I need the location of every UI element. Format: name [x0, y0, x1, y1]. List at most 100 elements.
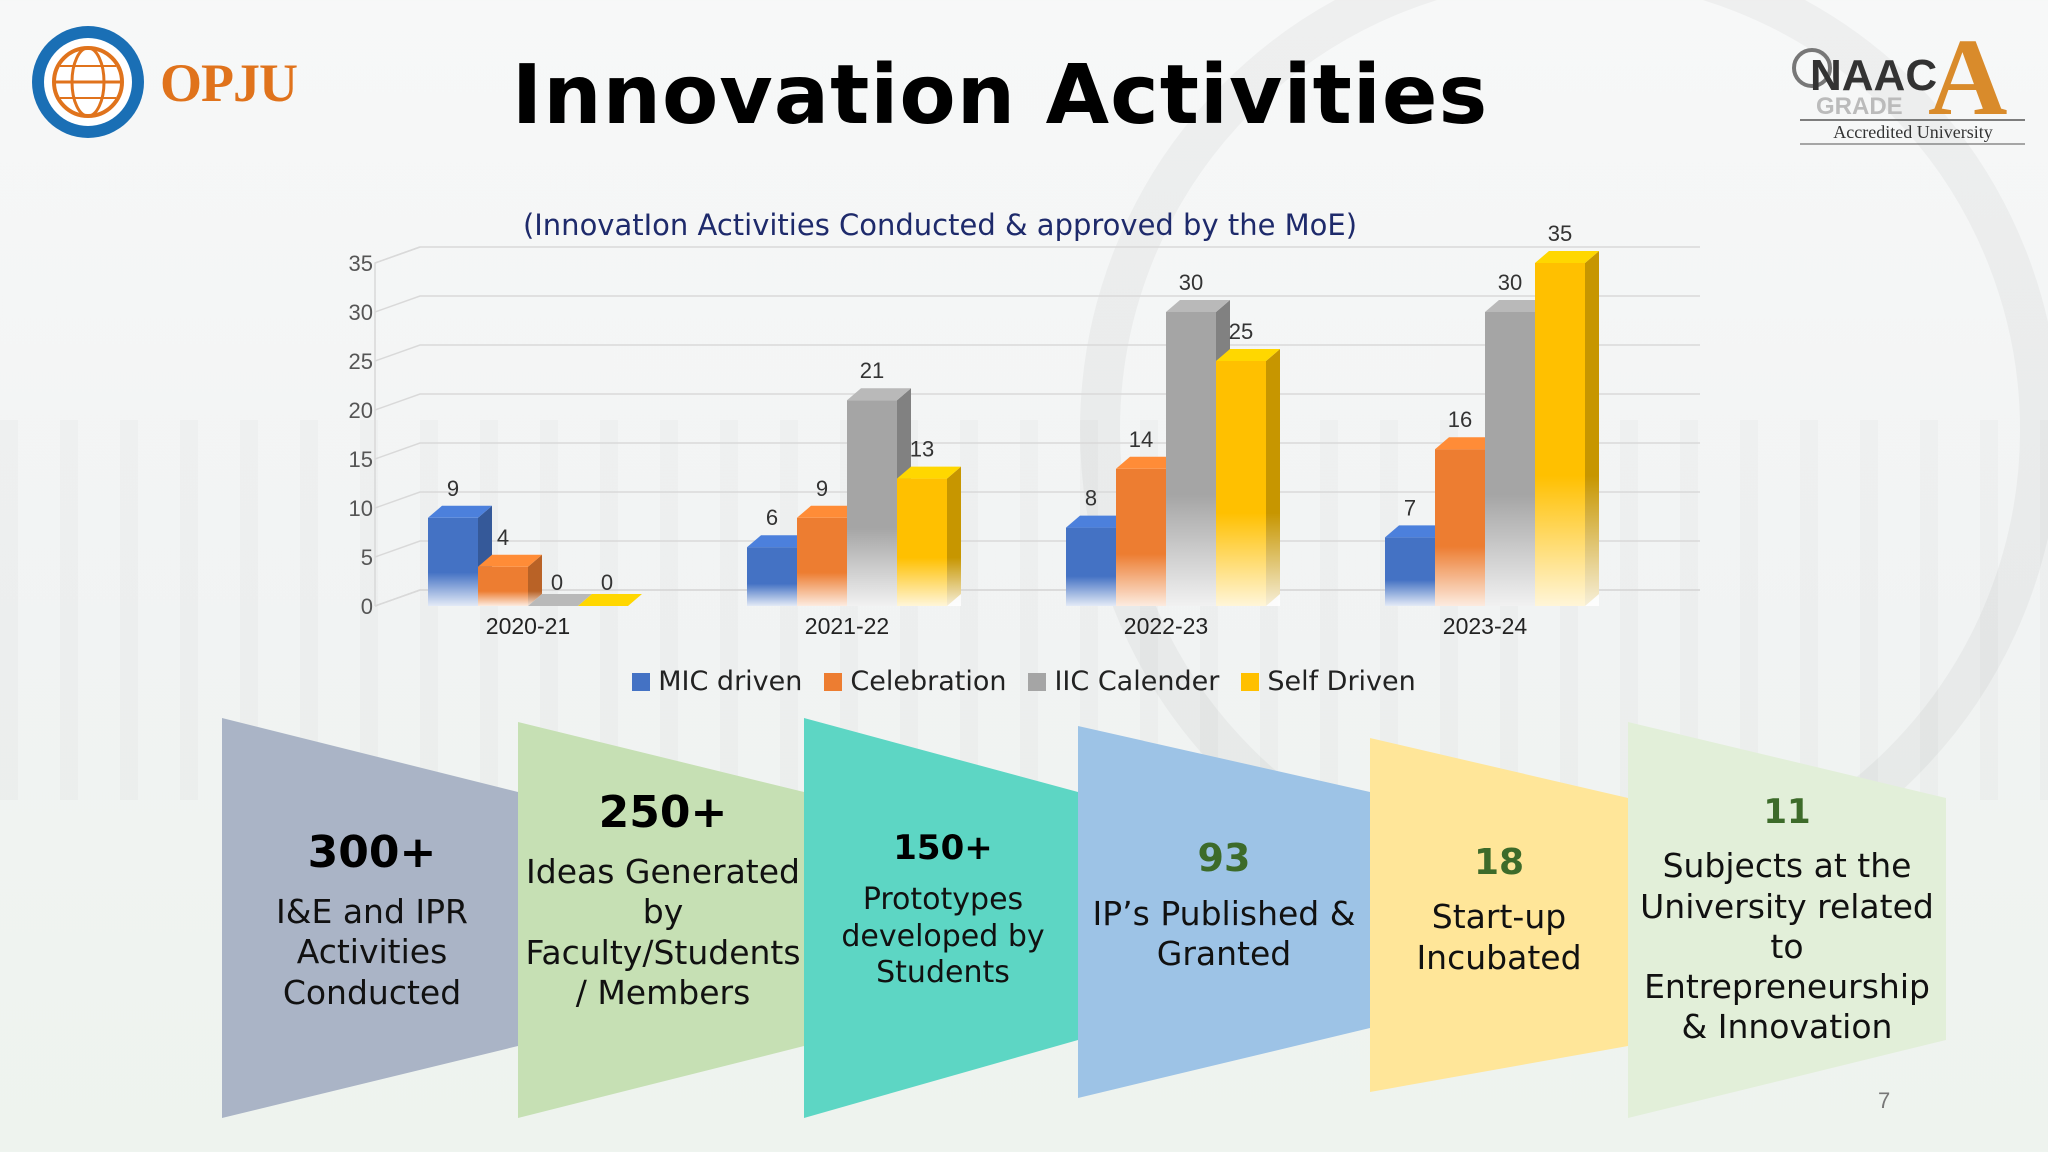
stat-description-line: Incubated: [1416, 937, 1582, 977]
data-label: 0: [601, 570, 613, 595]
legend-label: IIC Calender: [1054, 666, 1220, 697]
gridline: [374, 344, 1700, 362]
bar-top: [478, 554, 542, 567]
opju-seal-logo: [32, 26, 144, 138]
data-label: 9: [816, 476, 828, 501]
stat-description-line: Prototypes: [862, 882, 1024, 918]
stat-number: 250+: [598, 787, 728, 838]
bar-top: [1216, 349, 1280, 361]
stat-panel: 250+ Ideas Generated by Faculty/Students / M…: [518, 740, 808, 1060]
stat-description-line: IP’s Published &: [1092, 893, 1356, 933]
stat-description-line: to: [1770, 926, 1804, 966]
stat-description-line: developed by: [841, 918, 1045, 954]
stat-description-line: Students: [876, 955, 1010, 991]
stat-description-line: Subjects at the: [1662, 846, 1912, 886]
bar-top: [428, 505, 492, 518]
bar-top: [1385, 525, 1449, 538]
legend-item: Celebration: [824, 666, 1006, 697]
stat-panel: 18 Start-up Incubated: [1370, 815, 1628, 1005]
bar: [1535, 251, 1599, 606]
chart-legend: MIC driven Celebration IIC Calender Self Dr…: [0, 666, 2048, 697]
naac-grade-word: GRADE: [1816, 93, 1903, 120]
x-tick-label: 2020-21: [486, 613, 570, 639]
stat-panel: 11 Subjects at the University related to Ent…: [1628, 770, 1946, 1070]
legend-item: Self Driven: [1241, 666, 1416, 697]
bar: [897, 466, 961, 606]
page-title: Innovation Activities: [511, 48, 1489, 143]
stat-description-line: / Members: [575, 972, 751, 1012]
naac-caption: Accredited University: [1833, 122, 1992, 142]
naac-logo: NAAC GRADE A Accredited University: [1792, 18, 2025, 145]
bar-top: [1066, 515, 1130, 528]
data-label: 25: [1229, 319, 1253, 344]
stat-panel-shape: [222, 718, 518, 1118]
bar-top: [1435, 437, 1499, 450]
stat-description-line: Ideas Generated: [526, 852, 800, 891]
x-tick-label: 2022-23: [1124, 613, 1208, 639]
stat-description-line: Conducted: [282, 972, 462, 1012]
stat-panel: 300+ I&E and IPR Activities Conducted: [222, 760, 522, 1080]
stat-description-line: by: [642, 892, 684, 932]
data-label: 16: [1448, 407, 1472, 432]
stat-number: 11: [1763, 792, 1811, 833]
bar-top: [1535, 251, 1599, 263]
bar-top: [1116, 456, 1180, 469]
data-label: 14: [1129, 427, 1153, 452]
background-campus-image: [0, 420, 2048, 800]
bar: [578, 594, 642, 606]
data-label: 9: [447, 476, 459, 501]
y-tick-label: 20: [349, 398, 373, 423]
stat-number: 150+: [893, 828, 993, 869]
data-label: 30: [1179, 270, 1203, 295]
y-tick-label: 10: [349, 496, 373, 521]
bar-fade: [1216, 361, 1280, 606]
stat-description-line: Faculty/Students: [525, 932, 801, 972]
stat-description-line: University related: [1640, 886, 1934, 926]
legend-label: Celebration: [850, 666, 1007, 697]
y-tick-label: 0: [361, 594, 373, 619]
stat-number: 18: [1473, 842, 1525, 884]
stat-description-line: Granted: [1156, 934, 1292, 973]
stat-panel-shape: [1628, 722, 1946, 1118]
bar-fade: [478, 566, 542, 606]
page-number: 7: [1878, 1088, 1891, 1113]
legend-swatch: [632, 672, 651, 691]
stat-description-line: Start-up: [1431, 897, 1567, 937]
bar: [1216, 349, 1280, 606]
stat-description-line: I&E and IPR: [276, 892, 468, 932]
bar-top: [578, 594, 642, 606]
bar-top: [1166, 300, 1230, 312]
stat-number: 93: [1197, 835, 1251, 880]
stat-panel-shape: [1078, 726, 1370, 1098]
y-tick-label: 5: [361, 545, 373, 570]
stat-panel-shape: [518, 722, 804, 1118]
stat-description-line: & Innovation: [1681, 1007, 1893, 1047]
legend-label: Self Driven: [1267, 666, 1416, 697]
bar: [478, 554, 542, 606]
data-label: 0: [551, 570, 563, 595]
y-tick-label: 15: [349, 447, 373, 472]
bar-fade: [1535, 263, 1599, 606]
gridline: [374, 246, 1700, 264]
stat-panel-shape: [804, 718, 1078, 1118]
bar: [428, 505, 492, 606]
bar-fade: [897, 478, 961, 606]
legend-swatch: [824, 672, 843, 691]
legend-swatch: [1028, 672, 1047, 691]
legend-item: IIC Calender: [1028, 666, 1219, 697]
data-label: 13: [910, 437, 934, 462]
naac-main-text: NAAC: [1810, 51, 1937, 100]
bar-top: [847, 388, 911, 401]
opju-logo-text: OPJU: [160, 53, 298, 113]
y-tick-label: 35: [349, 251, 373, 276]
chart-title: (InnovatIon Activities Conducted & appro…: [522, 208, 1358, 242]
bar-top: [897, 466, 961, 479]
data-label: 4: [497, 525, 509, 550]
stat-panel-shape: [1370, 738, 1628, 1092]
naac-grade-letter: A: [1928, 18, 2007, 138]
data-label: 21: [860, 358, 884, 383]
bar-top: [797, 505, 861, 518]
data-label: 8: [1085, 486, 1097, 511]
